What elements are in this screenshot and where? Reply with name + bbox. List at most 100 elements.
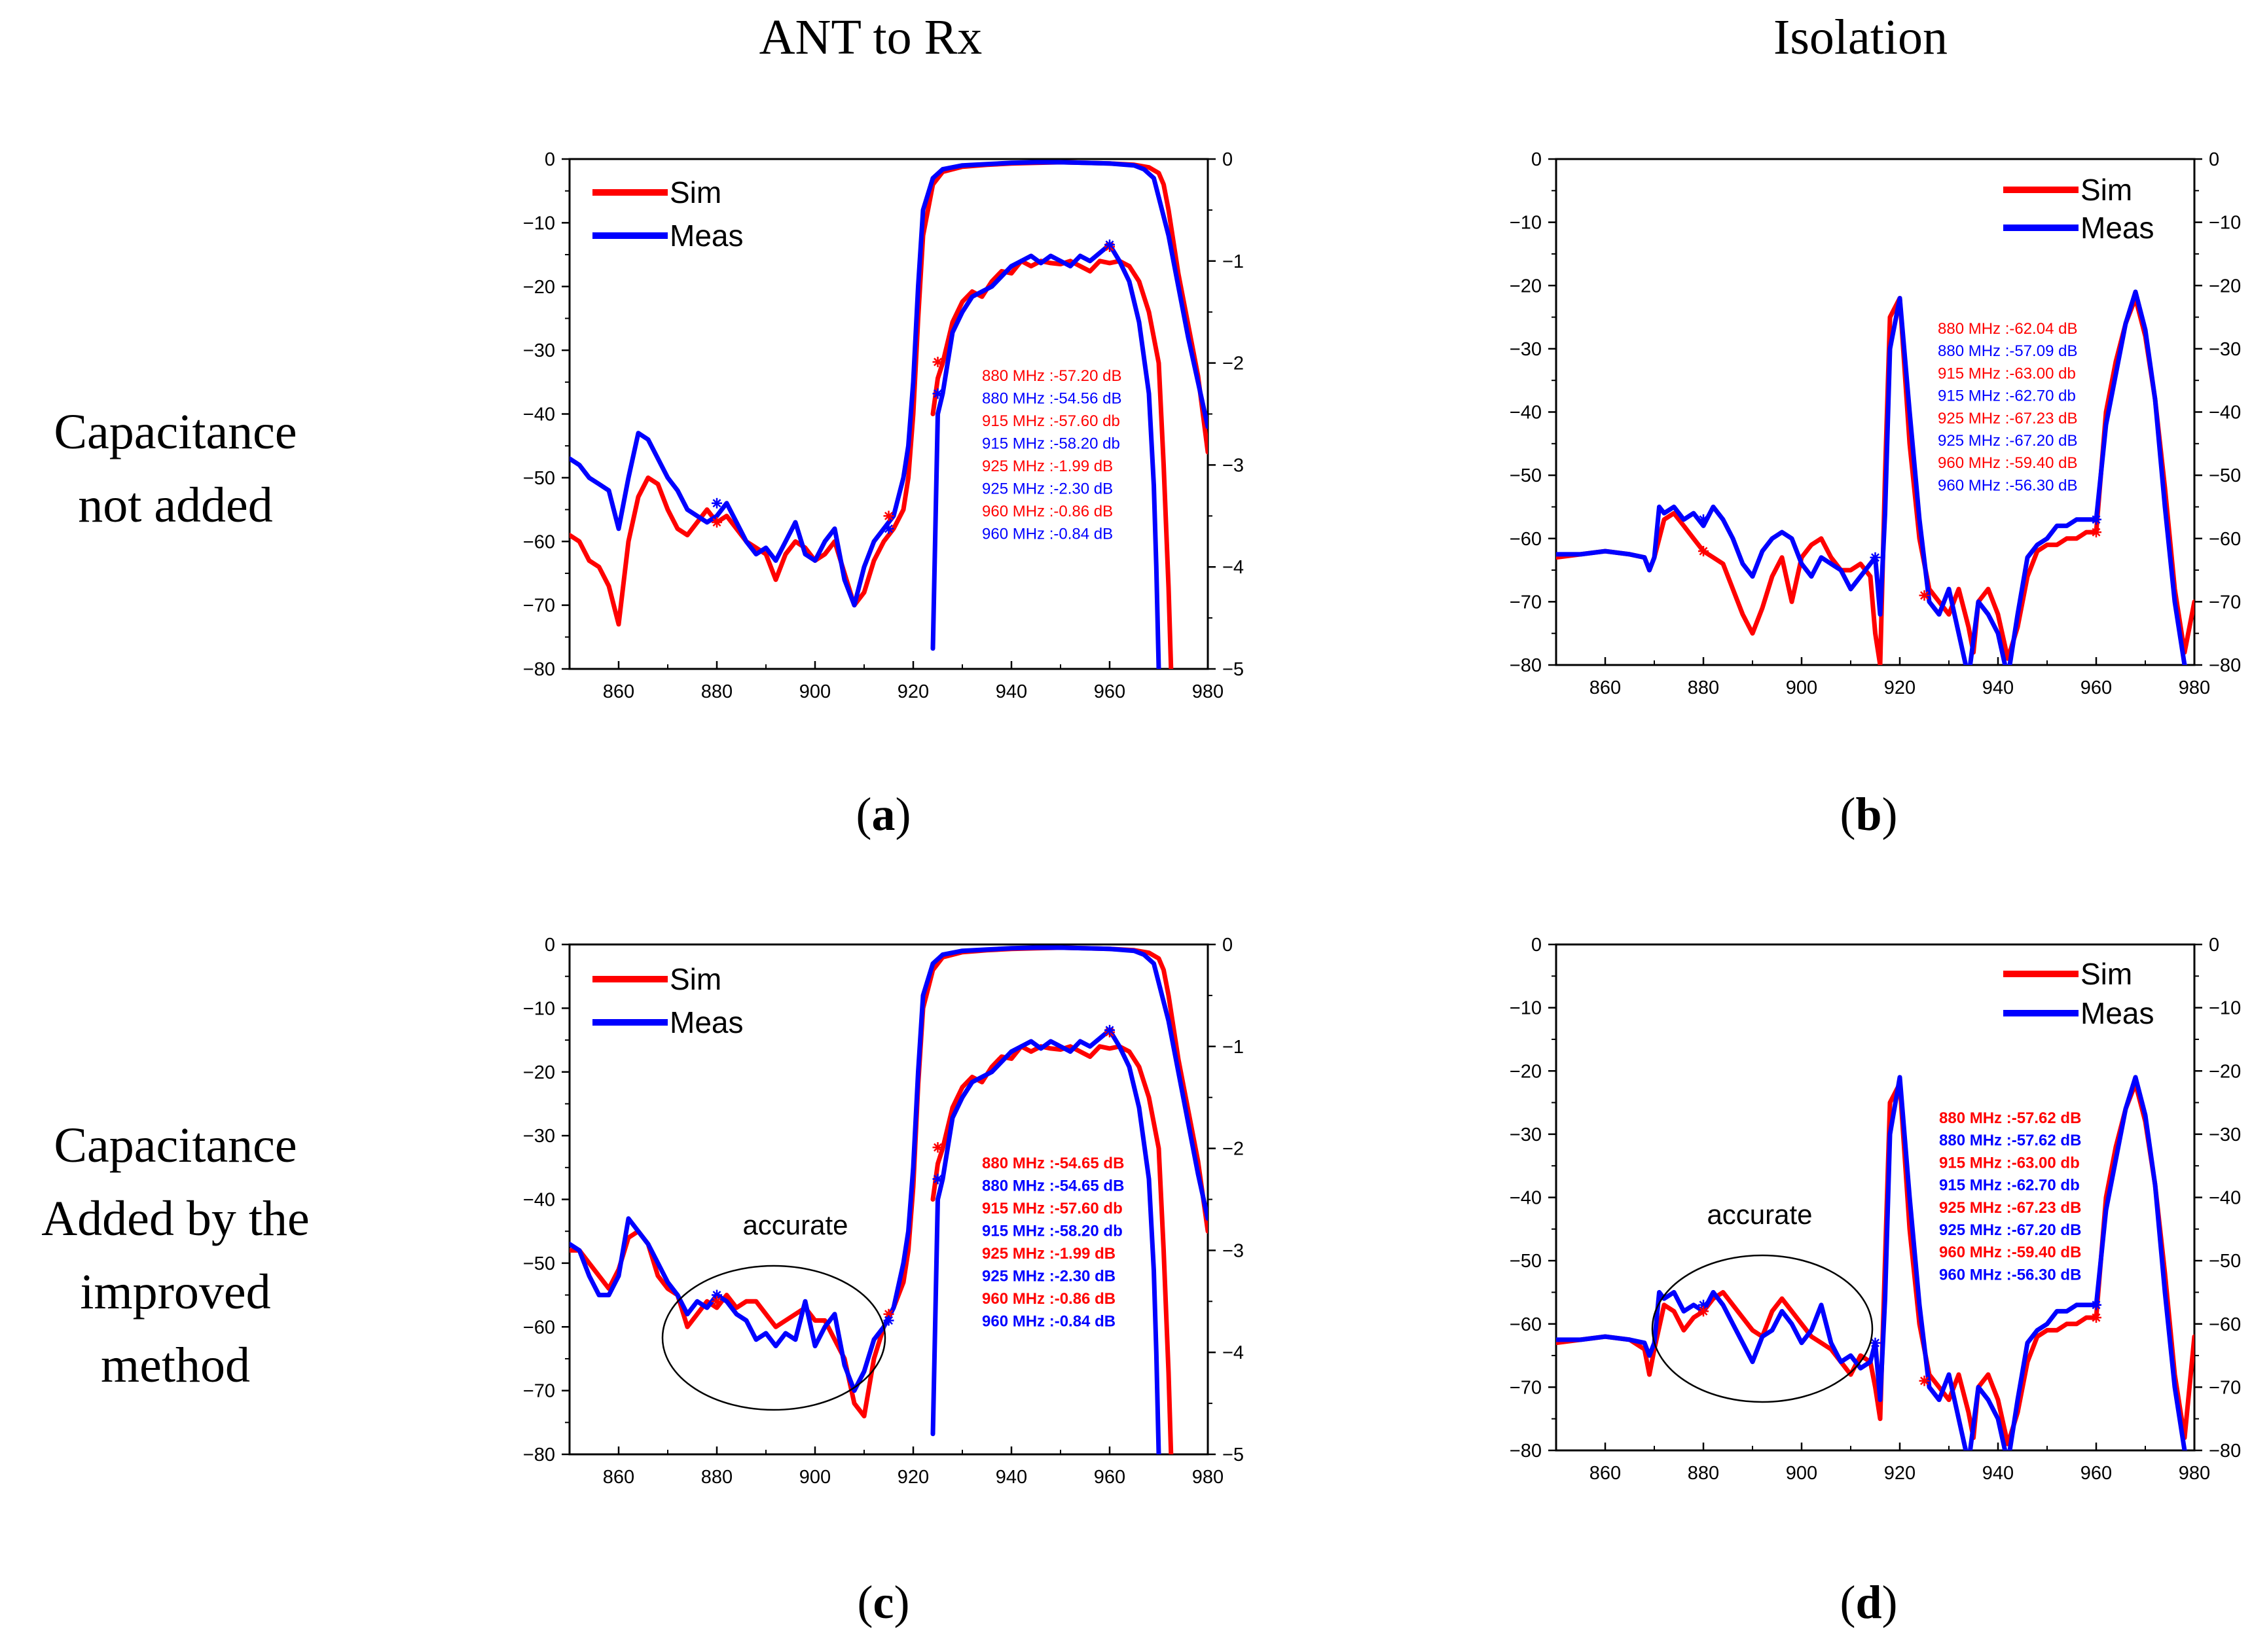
marker-annotation: 880 MHz :-62.04 dB [1938,320,2077,338]
series-line-meas-left [1556,289,2188,665]
series-line-meas-left [1556,1075,2188,1450]
plot-area [1556,289,2194,665]
marker-stroke [2092,515,2101,524]
data-marker [2091,1299,2101,1310]
y-tick-label: −50 [523,468,555,489]
marker-stroke [2092,1313,2101,1322]
y-tick-label: −60 [1510,529,1542,550]
data-marker [2091,1312,2101,1323]
marker-stroke [1920,591,1929,600]
data-marker [932,388,943,399]
plot-area [570,945,1208,1454]
row-label-bottom-line-2: Added by the [41,1191,309,1246]
y-tick-label: −70 [523,1381,555,1402]
y-tick-label: 0 [1531,149,1542,170]
column-title-left: ANT to Rx [759,10,983,65]
marker-annotation: 880 MHz :-54.65 dB [982,1177,1124,1195]
x-tick-label: 900 [1786,677,1817,698]
marker-stroke [884,1316,893,1325]
y2-tick-label: −30 [2209,1124,2241,1145]
marker-stroke [884,524,893,533]
data-marker [883,523,894,534]
y2-tick-label: −1 [1222,1037,1244,1058]
marker-annotation: 915 MHz :-62.70 db [1938,387,2076,405]
legend-label-sim: Sim [670,175,721,209]
data-marker [2091,514,2101,525]
marker-stroke [934,357,942,367]
marker-stroke [884,1310,893,1319]
x-tick-label: 940 [1982,677,2014,698]
marker-annotation: 960 MHz :-56.30 dB [1939,1266,2081,1284]
marker-annotation: 925 MHz :-67.23 dB [1938,410,2077,427]
y-tick-label: −70 [1510,592,1542,613]
x-tick-label: 860 [1589,677,1621,698]
marker-annotation: 915 MHz :-57.60 db [982,412,1120,430]
marker-annotation: 925 MHz :-67.20 dB [1939,1221,2081,1239]
y-tick-label: −80 [1510,655,1542,676]
data-marker [712,1296,722,1307]
y2-tick-label: −2 [1222,353,1244,374]
y-tick-label: −30 [1510,1124,1542,1145]
data-marker [1919,590,1930,601]
marker-stroke [1699,1301,1708,1310]
y-tick-label: −80 [523,659,555,680]
marker-stroke [1699,515,1708,524]
marker-annotation: 925 MHz :-67.23 dB [1939,1199,2081,1217]
series-line-meas-left [570,945,1208,1393]
y-tick-label: −30 [523,340,555,361]
marker-annotation: 880 MHz :-57.62 dB [1939,1109,2081,1127]
series-line-sim-left [1556,1081,2194,1446]
marker-annotation: 915 MHz :-57.60 db [982,1200,1123,1217]
y-tick-label: −40 [523,404,555,425]
x-tick-label: 920 [898,681,929,702]
marker-annotation: 880 MHz :-54.65 dB [982,1155,1124,1172]
series-line-sim-left [1556,296,2194,665]
x-tick-label: 920 [898,1467,929,1488]
data-marker [1870,1337,1881,1348]
marker-annotation: 880 MHz :-57.62 dB [1939,1132,2081,1149]
y2-tick-label: −80 [2209,655,2241,676]
x-tick-label: 980 [2179,677,2210,698]
x-tick-label: 940 [996,681,1027,702]
callout-ellipse [1651,1254,1874,1403]
y-tick-label: −10 [523,213,555,234]
x-tick-label: 920 [1884,677,1916,698]
y-tick-label: −50 [1510,1251,1542,1272]
legend-label-sim: Sim [670,962,721,996]
legend-label-meas: Meas [670,1005,743,1039]
x-tick-label: 900 [1786,1463,1817,1484]
marker-annotation: 915 MHz :-63.00 db [1938,365,2076,382]
series-line-sim-right [930,1044,1174,1454]
y-tick-label: −20 [1510,1061,1542,1082]
data-marker [1698,1306,1709,1317]
y-tick-label: −60 [523,1317,555,1338]
x-tick-label: 880 [1688,677,1719,698]
y-tick-label: −60 [523,531,555,552]
legend-label-sim: Sim [2080,957,2132,991]
marker-stroke [2092,1301,2101,1310]
data-marker [883,511,894,522]
y-tick-label: −20 [523,277,555,298]
marker-annotation: 880 MHz :-54.56 dB [982,390,1121,408]
x-tick-label: 860 [1589,1463,1621,1484]
marker-annotation: 925 MHz :-1.99 dB [982,458,1113,475]
y2-tick-label: 0 [1222,935,1233,956]
y2-tick-label: −3 [1222,455,1244,476]
y2-tick-label: −3 [1222,1240,1244,1261]
marker-stroke [1699,547,1708,556]
marker-annotation: 960 MHz :-56.30 dB [1938,476,2077,494]
plot-area [570,160,1208,669]
y2-tick-label: −40 [2209,403,2241,423]
y-tick-label: −50 [523,1253,555,1274]
data-marker [1870,552,1881,563]
y2-tick-label: −30 [2209,339,2241,360]
x-tick-label: 860 [603,681,634,702]
legend-label-sim: Sim [2080,173,2132,207]
y2-tick-label: −60 [2209,529,2241,550]
marker-stroke [1699,1306,1708,1316]
marker-annotation: 915 MHz :-63.00 db [1939,1154,2080,1172]
y-tick-label: −10 [1510,998,1542,1019]
marker-stroke [934,1143,942,1152]
y2-tick-label: −70 [2209,592,2241,613]
